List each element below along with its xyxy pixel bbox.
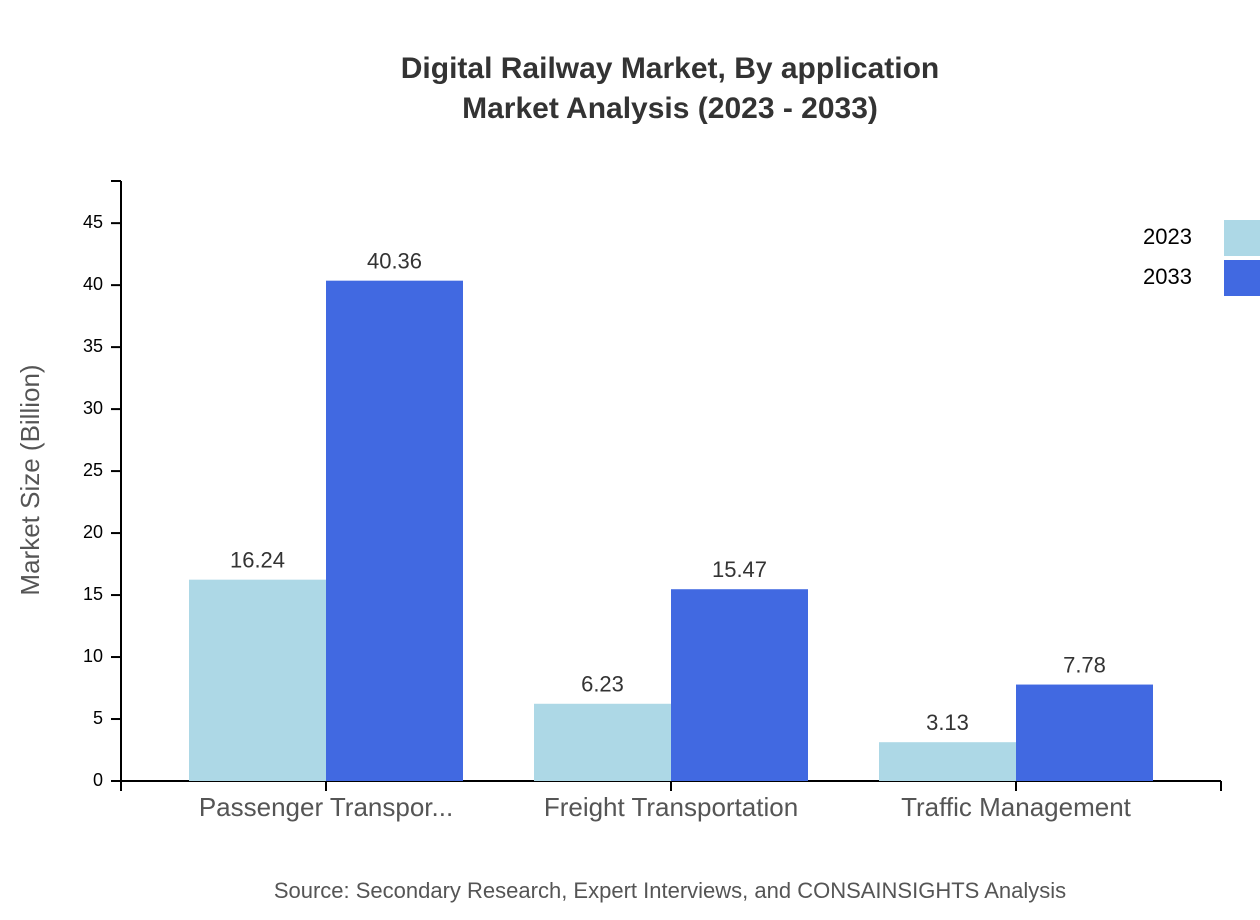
bar <box>1016 684 1153 781</box>
bar <box>534 703 671 781</box>
y-tick-label: 30 <box>83 398 103 418</box>
y-tick-label: 25 <box>83 460 103 480</box>
source-note: Source: Secondary Research, Expert Inter… <box>274 878 1066 903</box>
bar <box>671 589 808 781</box>
x-tick-label: Passenger Transpor... <box>199 792 453 822</box>
y-tick-label: 5 <box>93 708 103 728</box>
value-label: 40.36 <box>367 248 422 273</box>
bar <box>326 280 463 781</box>
legend-swatch <box>1224 260 1260 296</box>
legend-label: 2023 <box>1143 224 1192 249</box>
y-tick-label: 35 <box>83 336 103 356</box>
bar <box>189 579 326 781</box>
chart-title: Digital Railway Market, By application <box>401 52 939 85</box>
y-tick-label: 45 <box>83 212 103 232</box>
value-label: 6.23 <box>581 672 624 697</box>
y-tick-label: 40 <box>83 274 103 294</box>
value-label: 15.47 <box>712 557 767 582</box>
chart-subtitle: Market Analysis (2023 - 2033) <box>462 92 878 125</box>
legend-swatch <box>1224 220 1260 256</box>
bar <box>879 742 1016 781</box>
x-tick-label: Traffic Management <box>901 792 1132 822</box>
x-tick-label: Freight Transportation <box>544 792 798 822</box>
y-tick-label: 20 <box>83 522 103 542</box>
value-label: 3.13 <box>926 710 969 735</box>
y-tick-label: 10 <box>83 646 103 666</box>
y-axis-title: Market Size (Billion) <box>15 364 45 595</box>
value-label: 16.24 <box>230 547 285 572</box>
legend-label: 2033 <box>1143 264 1192 289</box>
y-tick-label: 0 <box>93 770 103 790</box>
value-label: 7.78 <box>1063 652 1106 677</box>
y-tick-label: 15 <box>83 584 103 604</box>
